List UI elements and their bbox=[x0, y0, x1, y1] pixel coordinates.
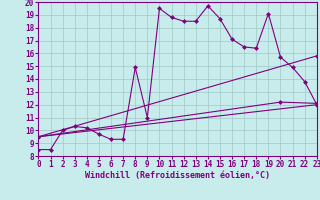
X-axis label: Windchill (Refroidissement éolien,°C): Windchill (Refroidissement éolien,°C) bbox=[85, 171, 270, 180]
